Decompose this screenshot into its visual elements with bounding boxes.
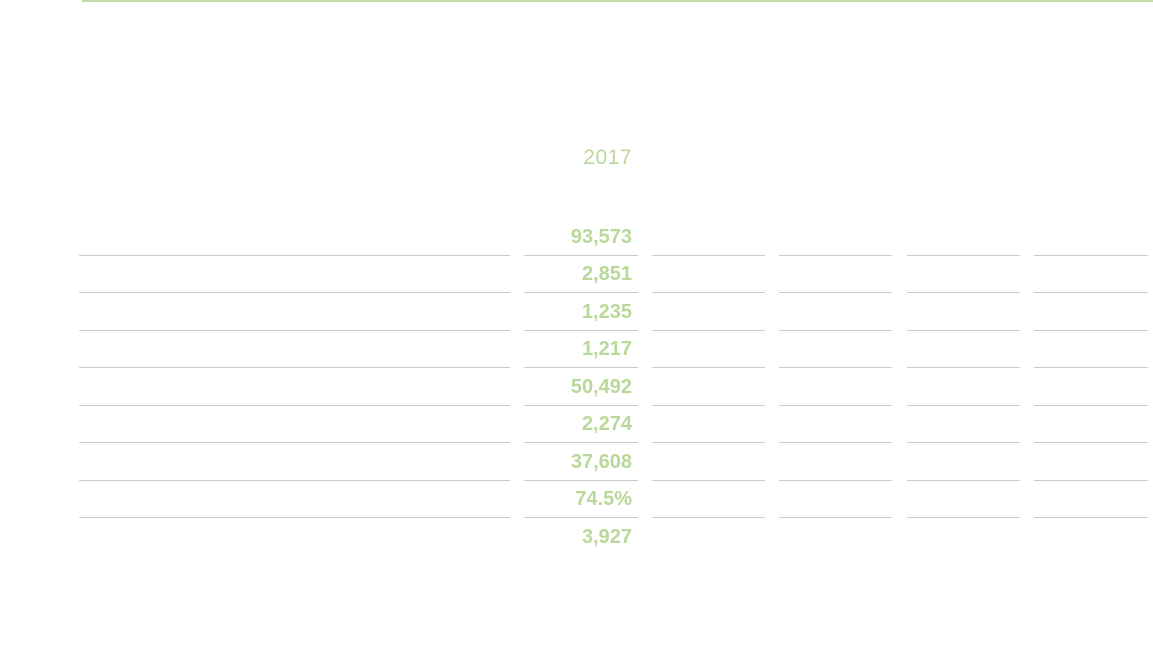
row-divider [79,292,510,293]
row-divider [1034,292,1148,293]
row-divider [524,442,638,443]
row-divider [1034,405,1148,406]
row-divider [779,330,892,331]
row-divider [524,405,638,406]
row-divider [652,255,765,256]
row-divider [907,367,1020,368]
row-divider [524,255,638,256]
row-divider [652,405,765,406]
row-divider [779,405,892,406]
row-divider [79,255,510,256]
row-value: 74.5% [575,488,632,510]
row-divider [652,442,765,443]
row-divider [524,480,638,481]
row-divider [779,367,892,368]
row-divider [79,517,510,518]
row-divider [524,367,638,368]
row-divider [524,330,638,331]
row-divider [907,292,1020,293]
row-divider [652,480,765,481]
row-value: 37,608 [570,451,632,473]
row-divider [779,517,892,518]
row-divider [1034,367,1148,368]
top-accent-rule [82,0,1153,2]
row-divider [79,442,510,443]
row-divider [907,517,1020,518]
row-value: 1,217 [581,338,632,360]
row-divider [79,330,510,331]
row-divider [79,480,510,481]
row-divider [652,367,765,368]
column-header-year: 2017 [583,146,632,169]
row-divider [1034,255,1148,256]
row-divider [524,517,638,518]
row-divider [907,255,1020,256]
row-divider [79,367,510,368]
row-divider [1034,480,1148,481]
row-value: 2,274 [581,413,632,435]
row-value: 3,927 [581,526,632,548]
row-divider [79,405,510,406]
row-divider [779,442,892,443]
row-divider [907,405,1020,406]
row-divider [1034,330,1148,331]
row-divider [1034,442,1148,443]
row-value: 1,235 [581,301,632,323]
row-value: 93,573 [570,226,632,248]
row-divider [652,517,765,518]
row-value: 50,492 [570,376,632,398]
row-value: 2,851 [581,263,632,285]
row-divider [1034,517,1148,518]
row-divider [907,442,1020,443]
row-divider [524,292,638,293]
row-divider [779,292,892,293]
row-divider [779,480,892,481]
row-divider [779,255,892,256]
row-divider [907,330,1020,331]
row-divider [652,292,765,293]
row-divider [652,330,765,331]
row-divider [907,480,1020,481]
